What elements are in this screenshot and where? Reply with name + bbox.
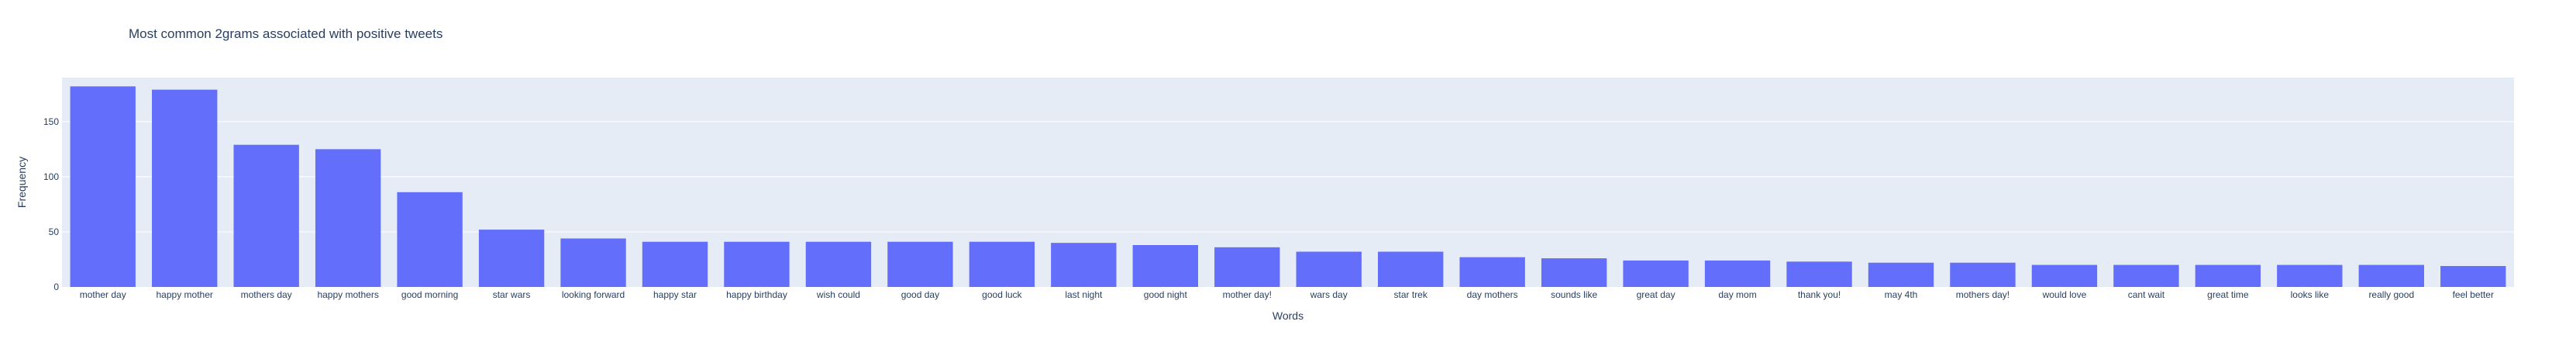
x-axis-title: Words: [1273, 309, 1303, 322]
x-tick-label: great day: [1637, 289, 1675, 300]
y-tick-label: 100: [43, 171, 59, 182]
x-tick-label: mother day!: [1223, 289, 1272, 300]
gridlines: [62, 121, 2514, 233]
y-tick-label: 0: [53, 282, 59, 292]
x-tick-label: great time: [2207, 289, 2249, 300]
chart-title: Most common 2grams associated with posit…: [129, 26, 443, 41]
x-tick-label: wars day: [1310, 289, 1348, 300]
x-axis-ticks: mother day happy mother mothers day happy m…: [80, 289, 2494, 300]
x-tick-label: mothers day: [241, 289, 292, 300]
x-tick-label: feel better: [2453, 289, 2494, 300]
x-tick-label: good day: [901, 289, 939, 300]
x-tick-label: mother day: [80, 289, 126, 300]
bar[interactable]: [724, 241, 790, 287]
x-tick-label: happy star: [653, 289, 697, 300]
x-tick-label: may 4th: [1885, 289, 1918, 300]
bar[interactable]: [1950, 262, 2016, 287]
y-tick-label: 150: [43, 116, 59, 127]
bar[interactable]: [887, 241, 953, 287]
x-tick-label: cant wait: [2128, 289, 2165, 300]
x-tick-label: happy birthday: [726, 289, 787, 300]
x-tick-label: star trek: [1394, 289, 1428, 300]
bar[interactable]: [478, 230, 545, 287]
bar[interactable]: [70, 86, 136, 288]
bar[interactable]: [2113, 264, 2179, 287]
y-axis-ticks: 0 50 100 150: [43, 116, 59, 292]
bar[interactable]: [1459, 257, 1525, 287]
bar[interactable]: [1296, 251, 1362, 287]
bar[interactable]: [1378, 251, 1444, 287]
x-tick-label: looking forward: [562, 289, 625, 300]
bar[interactable]: [2031, 264, 2098, 287]
x-tick-label: would love: [2042, 289, 2087, 300]
x-tick-label: good night: [1144, 289, 1188, 300]
bar[interactable]: [2277, 264, 2343, 287]
x-tick-label: happy mothers: [317, 289, 378, 300]
y-axis-title: Frequency: [15, 157, 28, 208]
y-tick-label: 50: [49, 226, 60, 237]
bar[interactable]: [233, 144, 299, 287]
bar[interactable]: [1214, 247, 1280, 287]
x-tick-label: wish could: [816, 289, 860, 300]
bar[interactable]: [1704, 260, 1771, 287]
bar[interactable]: [397, 192, 463, 287]
bar[interactable]: [1051, 243, 1117, 287]
x-tick-label: thank you!: [1798, 289, 1841, 300]
x-tick-label: last night: [1065, 289, 1103, 300]
x-tick-label: mothers day!: [1956, 289, 2009, 300]
x-tick-label: sounds like: [1551, 289, 1597, 300]
x-tick-label: good luck: [982, 289, 1022, 300]
x-tick-label: happy mother: [157, 289, 213, 300]
bar[interactable]: [2440, 266, 2506, 287]
plot-area: [62, 78, 2514, 287]
bar[interactable]: [1868, 262, 1934, 287]
x-tick-label: good morning: [401, 289, 458, 300]
bar[interactable]: [969, 241, 1035, 287]
bar[interactable]: [2358, 264, 2424, 287]
bar[interactable]: [560, 238, 626, 287]
x-tick-label: star wars: [493, 289, 531, 300]
x-tick-label: really good: [2368, 289, 2414, 300]
bar[interactable]: [152, 89, 218, 287]
bar[interactable]: [315, 149, 381, 287]
x-tick-label: looks like: [2291, 289, 2330, 300]
bars: [70, 86, 2506, 288]
bar[interactable]: [805, 241, 872, 287]
bar[interactable]: [642, 241, 708, 287]
bar[interactable]: [1132, 245, 1198, 287]
bar[interactable]: [1541, 258, 1607, 287]
bar[interactable]: [1623, 260, 1689, 287]
x-tick-label: day mothers: [1467, 289, 1518, 300]
bar[interactable]: [2195, 264, 2261, 287]
x-tick-label: day mom: [1718, 289, 1756, 300]
bar[interactable]: [1786, 261, 1852, 287]
